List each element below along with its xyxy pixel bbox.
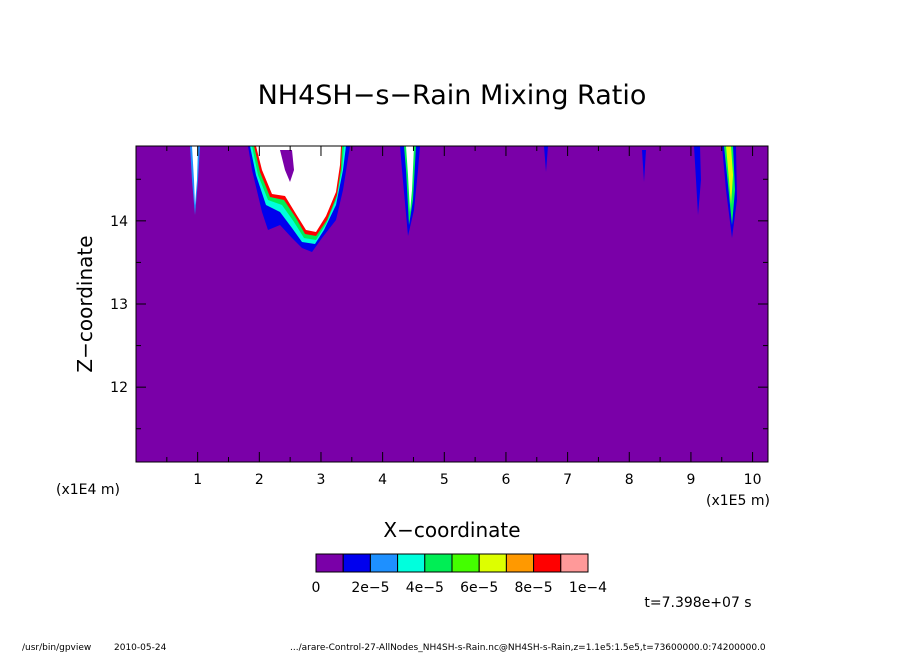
- colorbar-tick-label: 4e−5: [406, 580, 444, 596]
- footer-date: 2010-05-24: [114, 643, 167, 653]
- x-tick-label: 6: [501, 472, 510, 488]
- plume-x4-core: [406, 146, 414, 212]
- y-tick-label: 13: [110, 297, 128, 313]
- y-tick-label: 12: [110, 380, 128, 396]
- y-unit-label: (x1E4 m): [56, 482, 120, 498]
- footer-program: /usr/bin/gpview: [22, 643, 91, 653]
- y-tick-label: 14: [110, 214, 128, 230]
- x-axis-ticks: 1 2 3 4 5 6 7 8 9 10: [166, 146, 762, 488]
- colorbar-tick-label: 0: [312, 580, 321, 596]
- colorbar-tick-label: 1e−4: [569, 580, 607, 596]
- colorbar-swatch: [478, 553, 507, 573]
- y-axis-label: Z−coordinate: [73, 235, 97, 372]
- x-tick-label: 9: [686, 472, 695, 488]
- x-unit-label: (x1E5 m): [706, 493, 770, 509]
- colorbar-tick-label: 8e−5: [515, 580, 553, 596]
- x-tick-label: 8: [625, 472, 634, 488]
- plot-background: [136, 146, 768, 462]
- colorbar-swatch: [424, 553, 453, 573]
- plume-x2-core: [256, 146, 341, 232]
- colorbar-swatch: [560, 553, 589, 573]
- plume-x9-6-yellow: [726, 146, 733, 205]
- colorbar-tick-label: 2e−5: [351, 580, 389, 596]
- colorbar-swatch: [505, 553, 535, 573]
- plume-x9: [694, 146, 701, 215]
- y-axis-ticks: 12 13 14: [110, 178, 768, 430]
- x-tick-label: 4: [378, 472, 387, 488]
- x-tick-label: 2: [255, 472, 264, 488]
- plume-x2-inner-purple: [280, 150, 294, 182]
- colorbar-swatch: [315, 553, 344, 573]
- colorbar-swatch: [533, 553, 562, 573]
- colorbar-swatch: [451, 553, 480, 573]
- footer-source: .../arare-Control-27-AllNodes_NH4SH-s-Ra…: [290, 643, 766, 653]
- colorbar-swatch: [397, 553, 426, 573]
- colorbar-labels: 0 2e−5 4e−5 6e−5 8e−5 1e−4: [312, 580, 608, 596]
- colorbar-swatch: [369, 553, 399, 573]
- plume-x1-core: [192, 146, 198, 205]
- chart-title: NH4SH−s−Rain Mixing Ratio: [258, 80, 647, 111]
- x-tick-label: 7: [563, 472, 572, 488]
- x-axis-label: X−coordinate: [383, 518, 520, 542]
- colorbar: [315, 553, 589, 573]
- x-tick-label: 3: [317, 472, 326, 488]
- x-tick-label: 1: [193, 472, 202, 488]
- plume-x6-6: [544, 146, 548, 172]
- time-label: t=7.398e+07 s: [644, 595, 751, 611]
- contour-features: [190, 146, 737, 252]
- x-tick-label: 10: [744, 472, 762, 488]
- plume-x8-2: [642, 150, 646, 182]
- x-tick-label: 5: [440, 472, 449, 488]
- colorbar-swatch: [342, 553, 371, 573]
- colorbar-tick-label: 6e−5: [460, 580, 498, 596]
